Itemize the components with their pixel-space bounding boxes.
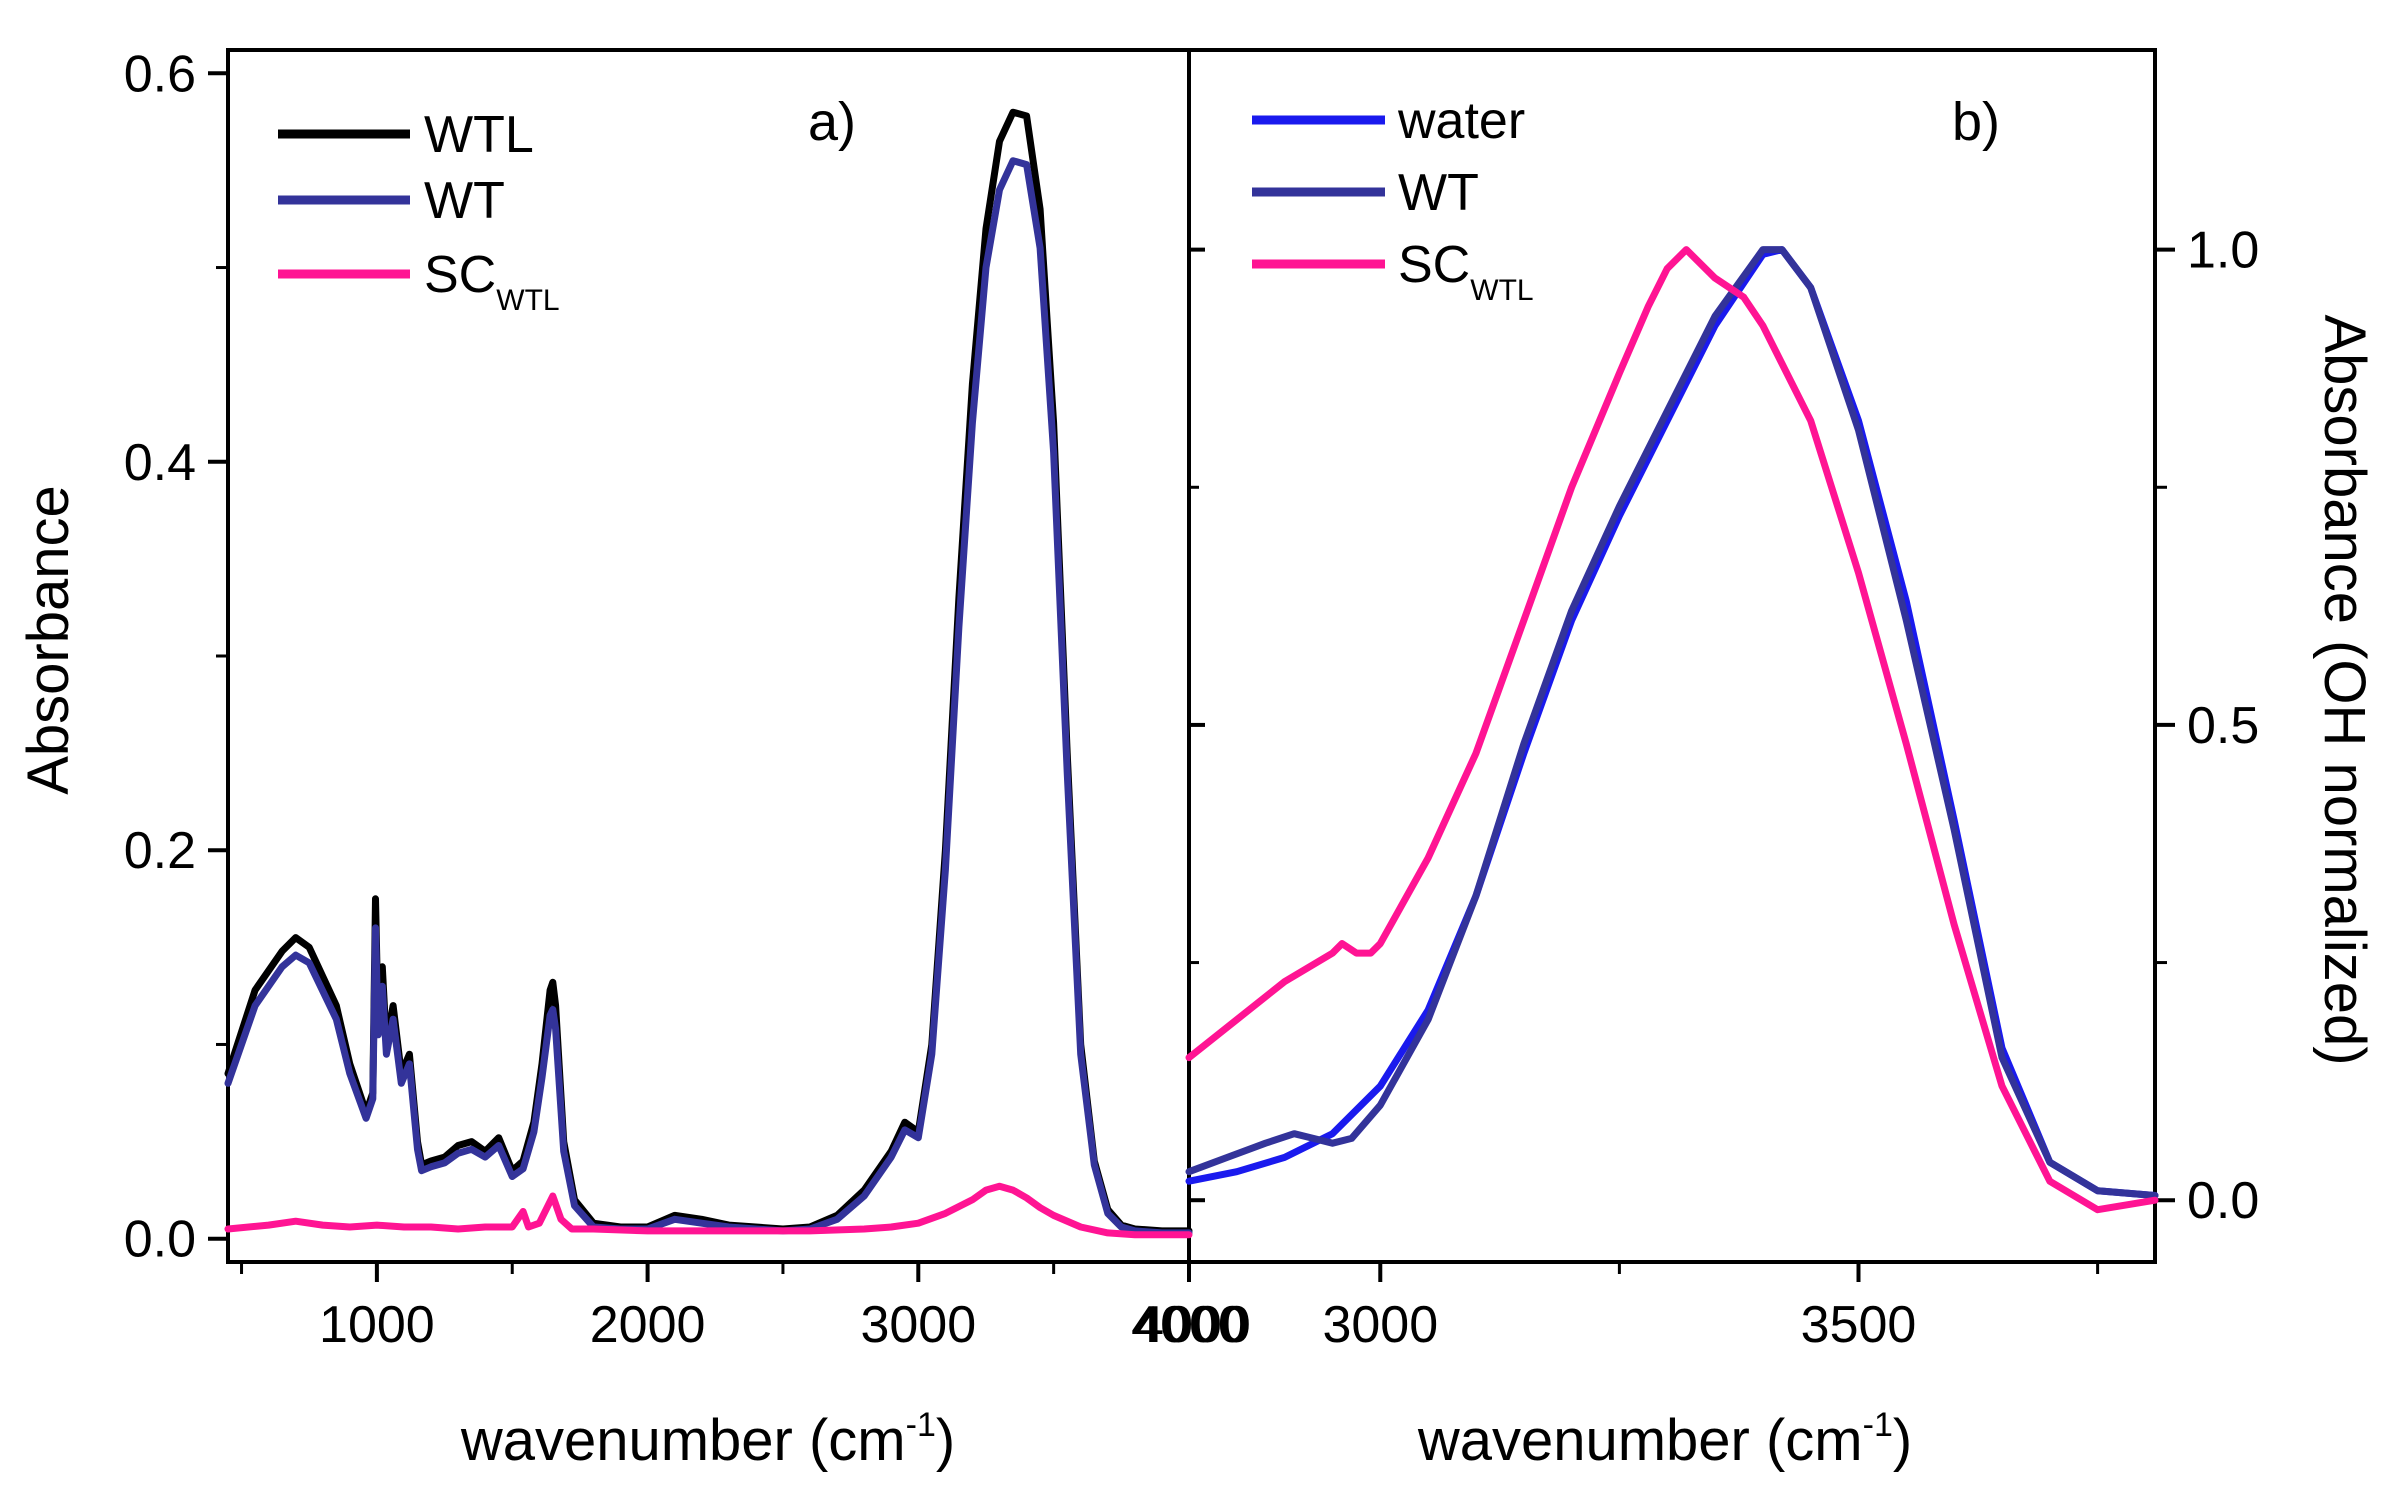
- y-tick-label-a-0: 0.0: [124, 1211, 196, 1269]
- series-a-wt: [224, 157, 1193, 1237]
- series-b-water: [1185, 246, 2159, 1199]
- x-tick-label-a-3: 4000: [1131, 1296, 1247, 1354]
- panel-b-y-axis-title: Absorbance (OH normalized): [2312, 314, 2377, 1065]
- panel-b-frame: [1187, 48, 2157, 1264]
- panel-a-y-axis-title: Absorbance: [16, 485, 81, 795]
- legend-b-label-water: water: [1397, 92, 1525, 150]
- x-tick-label-b-1: 3500: [1801, 1296, 1917, 1354]
- legend-a-label-sc: SCWTL: [424, 246, 560, 317]
- panel-a-x-axis-title: wavenumber (cm-1): [460, 1406, 955, 1473]
- panel-b-x-title-sup: -1: [1863, 1406, 1893, 1444]
- series-b-wt: [1185, 246, 2159, 1199]
- y-tick-label-a-2: 0.4: [124, 434, 196, 492]
- x-start-label-b: 4000: [1135, 1296, 1251, 1354]
- y-tick-label-a-1: 0.2: [124, 822, 196, 880]
- x-tick-label-a-0: 1000: [319, 1296, 435, 1354]
- legend-b-label-sc-main: SC: [1398, 236, 1470, 294]
- panel-a-label: a): [808, 92, 856, 152]
- panel-b-series: [1185, 246, 2159, 1214]
- legend-b-label-wt: WT: [1398, 164, 1479, 222]
- series-a-sc-wtl: [224, 1182, 1193, 1239]
- legend-a-label-wtl: WTL: [424, 106, 534, 164]
- panel-a-x-title-sup: -1: [906, 1406, 936, 1444]
- panel-b-legend: water WT SCWTL: [1252, 92, 1534, 307]
- y-tick-label-a-3: 0.6: [124, 45, 196, 103]
- legend-b-label-sc: SCWTL: [1398, 236, 1534, 307]
- panel-b-x-title-main: wavenumber (cm: [1417, 1408, 1863, 1473]
- y-tick-label-b-0: 0.0: [2187, 1172, 2259, 1230]
- series-b-sc-wtl: [1185, 246, 2159, 1214]
- x-tick-label-a-1: 2000: [590, 1296, 706, 1354]
- panel-b-x-title-close: ): [1893, 1408, 1912, 1473]
- x-tick-label-a-2: 3000: [860, 1296, 976, 1354]
- panel-a-x-title-main: wavenumber (cm: [460, 1408, 906, 1473]
- y-tick-label-b-1: 0.5: [2187, 697, 2259, 755]
- panel-b-ticks: 3000 3500 4000 0.0 0.5 1.0: [1135, 222, 2259, 1354]
- panel-a-ticks: 1000 2000 3000 4000 0.0 0.2 0.4 0.6: [124, 45, 1247, 1354]
- x-tick-label-b-0: 3000: [1322, 1296, 1438, 1354]
- legend-a-label-sc-sub: WTL: [496, 284, 559, 317]
- panel-a-legend: WTL WT SCWTL: [278, 106, 560, 317]
- legend-a-label-wt: WT: [424, 172, 505, 230]
- panel-a-series: [224, 108, 1193, 1239]
- legend-a-label-sc-main: SC: [424, 246, 496, 304]
- y-tick-label-b-2: 1.0: [2187, 222, 2259, 280]
- panel-b-x-axis-title: wavenumber (cm-1): [1417, 1406, 1912, 1473]
- panel-b-label: b): [1952, 92, 2000, 152]
- panel-a-x-title-close: ): [936, 1408, 955, 1473]
- legend-b-label-sc-sub: WTL: [1470, 274, 1533, 307]
